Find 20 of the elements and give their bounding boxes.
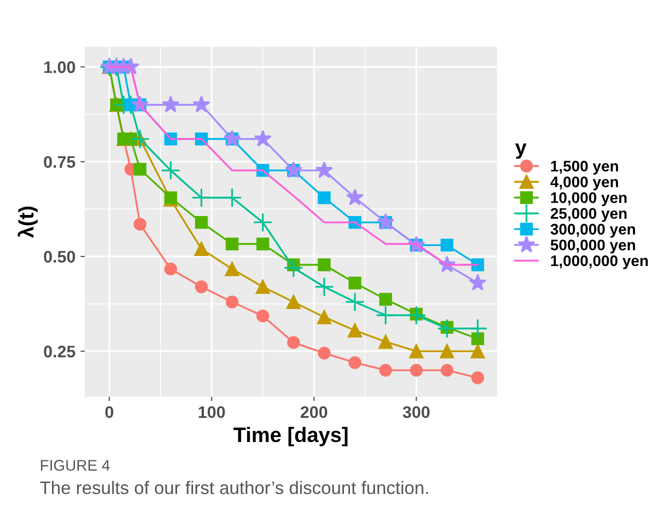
x-tick-label: 200 [300,406,328,418]
caption: FIGURE 4 [40,460,110,471]
legend-title: y [515,143,527,159]
y-axis-title: λ(t) [18,206,38,238]
legend-label: 1,500 yen [551,160,618,175]
y-tick-label: 0.75 [44,156,76,168]
legend-label: 25,000 yen [550,208,627,222]
legend-label: 10,000 yen [551,192,627,206]
y-tick-label: 0.25 [44,346,76,358]
legend-label: 4,000 yen [550,176,618,190]
x-tick-label: 300 [402,406,430,418]
legend-label: 300,000 yen [550,224,636,238]
legend-label: 500,000 yen [550,240,636,254]
x-axis-title: Time [days] [233,426,348,446]
y-tick-label: 1.00 [44,61,76,74]
x-tick-label: 100 [198,406,225,418]
legend-label: 1,000,000 yen [551,255,648,270]
text: The results of our first author’s discount function. [40,480,428,494]
y-tick-label: 0.50 [44,250,76,263]
x-tick-label: 0 [105,406,114,418]
